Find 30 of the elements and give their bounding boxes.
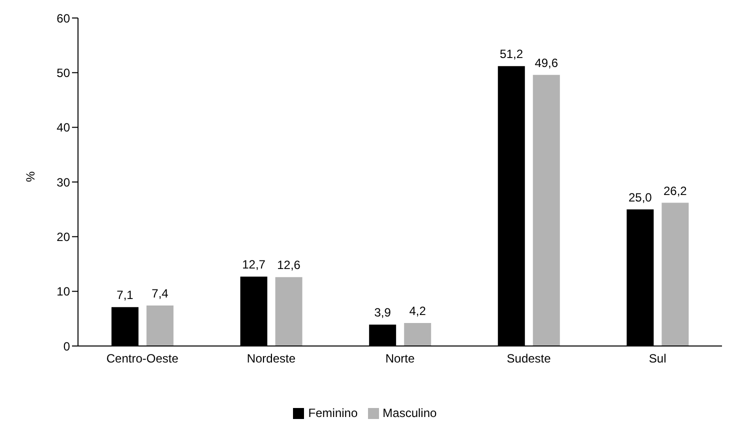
data-label: 4,2 xyxy=(409,304,426,318)
data-label: 25,0 xyxy=(628,190,652,204)
x-tick-label: Norte xyxy=(385,352,415,366)
data-label: 12,6 xyxy=(277,258,301,272)
data-label: 51,2 xyxy=(500,47,524,62)
data-label: 12,7 xyxy=(242,258,266,272)
y-tick-label: 30 xyxy=(56,175,70,190)
y-tick-label: 0 xyxy=(63,339,70,354)
x-tick-label: Nordeste xyxy=(246,352,296,366)
data-label: 7,1 xyxy=(116,288,134,302)
bar xyxy=(532,74,560,346)
y-tick-label: 40 xyxy=(56,120,70,135)
x-tick-label: Centro-Oeste xyxy=(106,352,179,366)
data-label: 49,6 xyxy=(534,56,558,70)
bar xyxy=(275,277,302,346)
data-label: 3,9 xyxy=(374,306,392,320)
bar xyxy=(404,323,432,346)
y-tick-label: 10 xyxy=(56,284,70,299)
y-tick-label: 60 xyxy=(56,11,70,26)
y-tick-label: 50 xyxy=(56,66,70,80)
bar xyxy=(146,306,174,346)
data-label: 26,2 xyxy=(664,184,688,198)
y-tick-label: 20 xyxy=(56,230,70,244)
legend-label: Masculino xyxy=(382,406,437,420)
data-label: 7,4 xyxy=(152,286,169,301)
y-axis-title: % xyxy=(23,171,38,182)
x-tick-label: Sudeste xyxy=(506,352,552,366)
bar xyxy=(662,202,689,346)
legend-label: Feminino xyxy=(308,406,358,420)
x-tick-label: Sul xyxy=(648,352,666,366)
